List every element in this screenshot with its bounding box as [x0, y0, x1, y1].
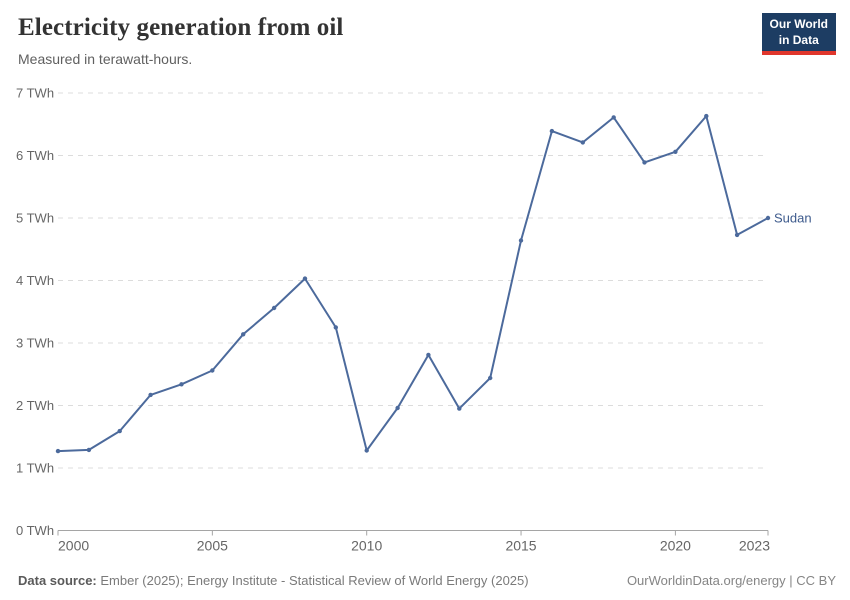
data-point [518, 238, 524, 243]
y-axis-tick-label: 6 TWh [16, 148, 54, 163]
data-point [364, 448, 369, 453]
data-source-text: Ember (2025); Energy Institute - Statist… [100, 573, 529, 588]
data-point [426, 352, 431, 358]
license-note: OurWorldinData.org/energy | CC BY [626, 573, 836, 588]
chart-footer: Data source: Ember (2025); Energy Instit… [18, 573, 836, 588]
y-axis-tick-label: 5 TWh [16, 211, 54, 226]
data-point [395, 405, 400, 411]
data-point [117, 428, 122, 434]
y-axis-tick-label: 0 TWh [16, 523, 54, 538]
data-point [673, 149, 678, 154]
data-point [611, 115, 616, 120]
data-point [302, 276, 308, 281]
y-axis-tick-label: 4 TWh [16, 273, 54, 288]
y-axis-tick-label: 7 TWh [16, 86, 54, 101]
x-axis-tick-label: 2020 [660, 538, 691, 554]
data-line [57, 115, 769, 453]
data-source: Data source: Ember (2025); Energy Instit… [18, 573, 529, 588]
data-source-label: Data source: [18, 573, 97, 588]
data-point [704, 113, 709, 119]
owid-logo-line2: in Data [778, 32, 819, 47]
y-axis-tick-label: 1 TWh [16, 461, 54, 476]
y-axis-tick-label: 3 TWh [16, 336, 54, 351]
x-axis-tick-label: 2010 [351, 538, 382, 554]
data-point [580, 140, 585, 145]
data-point [333, 325, 338, 330]
y-axis-tick-label: 2 TWh [16, 398, 54, 413]
data-point [86, 447, 92, 453]
data-point [55, 448, 61, 454]
data-point [241, 332, 246, 337]
data-point [734, 232, 740, 238]
x-axis-tick-label: 2000 [58, 538, 89, 554]
chart-subtitle: Measured in terawatt-hours. [18, 51, 193, 67]
data-point [179, 382, 184, 387]
chart-header: Electricity generation from oil Measured… [18, 14, 740, 67]
data-point [642, 160, 647, 165]
x-axis-tick-label: 2005 [197, 538, 228, 554]
x-axis-tick-label: 2015 [505, 538, 536, 554]
x-axis-tick-label: 2023 [739, 538, 770, 554]
owid-logo-line1: Our World [769, 17, 828, 31]
data-point [148, 392, 153, 398]
series-label: Sudan [774, 211, 812, 226]
page-title: Electricity generation from oil [18, 14, 344, 41]
data-point [271, 305, 277, 311]
data-point [488, 375, 493, 381]
data-point [765, 215, 771, 221]
data-point [210, 368, 215, 373]
owid-logo: Our World in Data [761, 13, 836, 56]
data-point [457, 406, 462, 411]
data-point [549, 128, 555, 134]
